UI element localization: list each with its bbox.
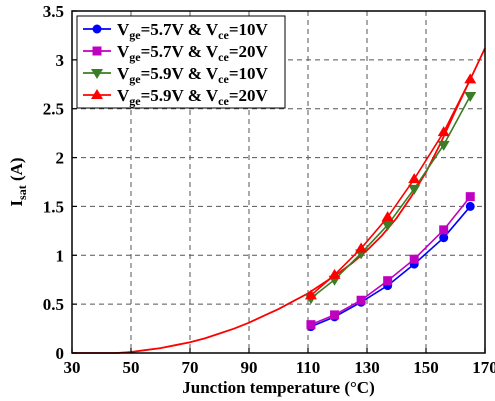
series-4 [304, 73, 477, 300]
y-tick-label: 0.5 [43, 295, 64, 314]
legend-entry-4: Vge=5.9V & Vce=20V [83, 86, 268, 108]
x-tick-label: 110 [296, 358, 321, 377]
plot-frame [71, 10, 486, 354]
series-line [310, 196, 471, 326]
y-axis-title: Isat (A) [7, 157, 29, 206]
data-point [439, 233, 449, 243]
x-tick-label: 150 [413, 358, 439, 377]
data-point [381, 211, 394, 222]
data-point [383, 276, 393, 286]
y-tick-label: 1 [56, 246, 65, 265]
data-point [408, 184, 421, 195]
legend-entry-2: Vge=5.7V & Vce=20V [83, 42, 268, 64]
data-point [409, 254, 419, 264]
data-point [464, 92, 477, 103]
series-line [310, 79, 471, 296]
data-point [330, 310, 340, 320]
y-tick-label: 1.5 [43, 197, 64, 216]
data-point [306, 320, 316, 330]
legend-entry-3: Vge=5.9V & Vce=10V [83, 64, 268, 86]
legend-label: Vge=5.7V & Vce=10V [117, 20, 268, 42]
x-tick-label: 90 [241, 358, 258, 377]
data-point [439, 225, 449, 235]
legend-marker [91, 89, 103, 99]
data-point [437, 140, 450, 151]
data-point [408, 173, 421, 184]
series-2 [306, 192, 475, 330]
data-point [328, 268, 341, 279]
data-point [355, 242, 368, 253]
legend-entry-1: Vge=5.7V & Vce=10V [83, 20, 268, 42]
x-tick-label: 170 [472, 358, 495, 377]
data-point [381, 220, 394, 231]
data-point [465, 192, 475, 202]
data-point [437, 126, 450, 137]
y-tick-label: 0 [56, 344, 65, 363]
y-tick-label: 3.5 [43, 2, 64, 21]
legend-marker [91, 69, 103, 79]
x-tick-label: 50 [123, 358, 140, 377]
y-tick-label: 2 [56, 149, 65, 168]
y-tick-label: 3 [56, 51, 65, 70]
legend-label: Vge=5.9V & Vce=10V [117, 64, 268, 86]
legend-marker [92, 24, 102, 34]
x-tick-label: 130 [354, 358, 380, 377]
y-tick-label: 2.5 [43, 100, 64, 119]
data-point [356, 295, 366, 305]
x-tick-label: 30 [64, 358, 81, 377]
legend-label: Vge=5.9V & Vce=20V [117, 86, 268, 108]
series-layer [304, 73, 477, 332]
ticks: 30 50 70 90 110 130 150 170 0 0.5 1 1.5 2 2.5 3 3.5 [43, 2, 495, 377]
data-point [465, 201, 475, 211]
x-tick-label: 70 [182, 358, 199, 377]
x-axis-title: Junction temperature (°C) [182, 378, 375, 397]
data-point [304, 289, 317, 300]
legend-marker [92, 46, 102, 56]
series-3 [304, 92, 477, 305]
legend-box [76, 15, 286, 109]
legend-label: Vge=5.7V & Vce=20V [117, 42, 268, 64]
data-point [464, 73, 477, 84]
